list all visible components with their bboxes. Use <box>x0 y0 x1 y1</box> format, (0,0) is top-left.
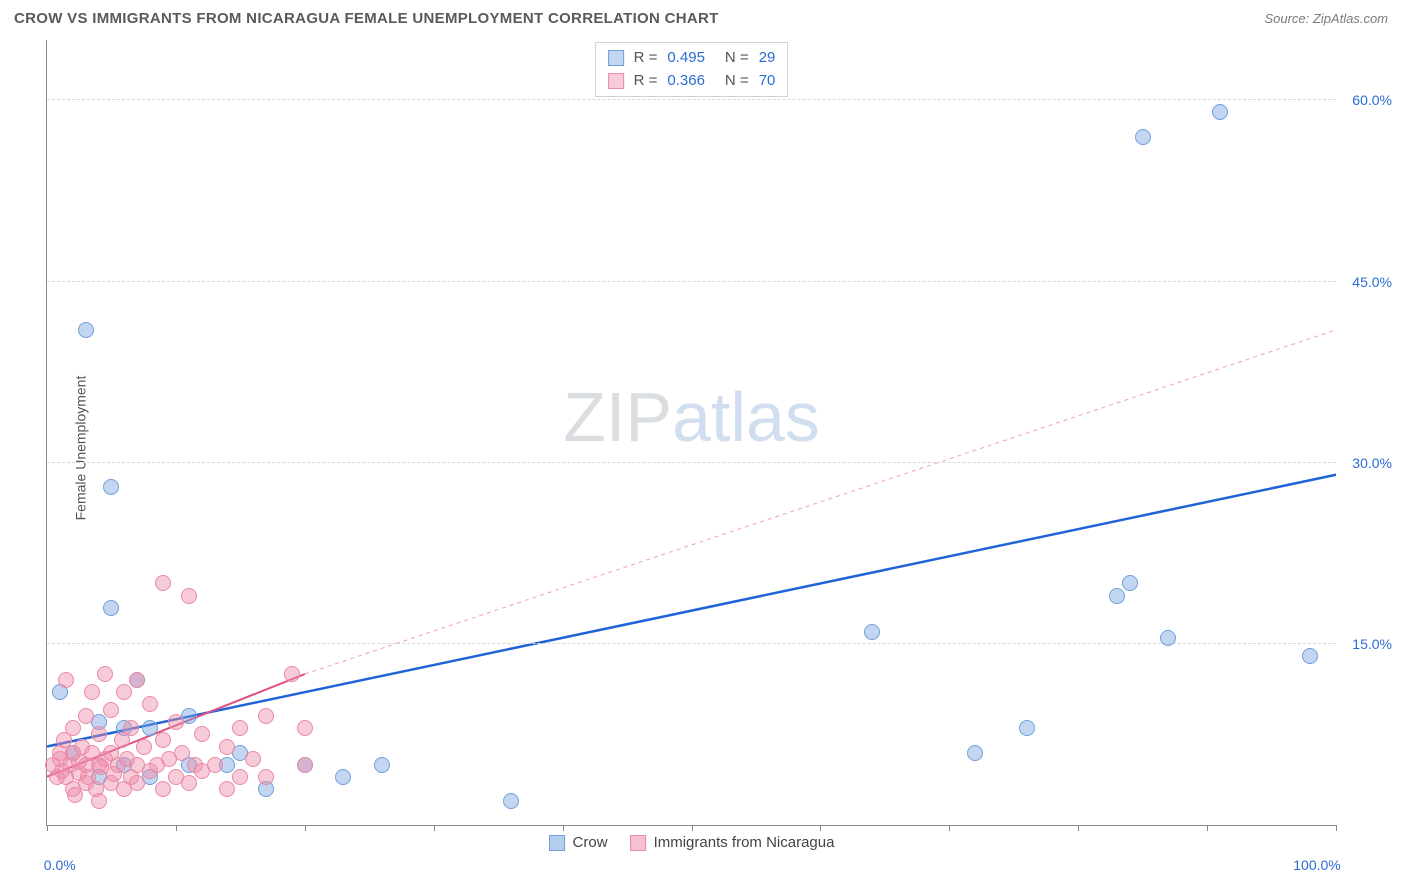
stat-r-value: 0.366 <box>667 70 705 93</box>
grid-line <box>47 462 1336 463</box>
data-point <box>503 793 519 809</box>
legend-swatch <box>630 835 646 851</box>
data-point <box>335 769 351 785</box>
data-point <box>284 666 300 682</box>
x-tick <box>1336 825 1337 831</box>
stat-n-value: 70 <box>759 70 776 93</box>
data-point <box>245 751 261 767</box>
x-tick <box>563 825 564 831</box>
watermark: ZIPatlas <box>563 377 820 457</box>
data-point <box>1109 588 1125 604</box>
x-tick <box>1078 825 1079 831</box>
y-tick-label: 45.0% <box>1352 274 1392 290</box>
chart-header: CROW VS IMMIGRANTS FROM NICARAGUA FEMALE… <box>0 0 1406 33</box>
legend-swatch <box>608 73 624 89</box>
data-point <box>297 720 313 736</box>
data-point <box>142 696 158 712</box>
data-point <box>65 720 81 736</box>
x-tick <box>820 825 821 831</box>
data-point <box>84 684 100 700</box>
legend-item: Crow <box>549 834 608 851</box>
data-point <box>219 781 235 797</box>
y-tick-label: 30.0% <box>1352 455 1392 471</box>
data-point <box>155 781 171 797</box>
grid-line <box>47 99 1336 100</box>
x-tick <box>305 825 306 831</box>
stat-n-label: N = <box>725 47 749 70</box>
legend-stats-box: R = 0.495 N = 29 R = 0.366 N = 70 <box>595 42 789 97</box>
data-point <box>116 684 132 700</box>
data-point <box>864 624 880 640</box>
data-point <box>155 732 171 748</box>
data-point <box>232 720 248 736</box>
data-point <box>181 588 197 604</box>
stat-r-value: 0.495 <box>667 47 705 70</box>
data-point <box>103 702 119 718</box>
data-point <box>103 600 119 616</box>
data-point <box>142 720 158 736</box>
legend-stats-row: R = 0.495 N = 29 <box>608 47 776 70</box>
data-point <box>967 745 983 761</box>
data-point <box>91 726 107 742</box>
legend-label: Immigrants from Nicaragua <box>654 834 835 851</box>
grid-line <box>47 643 1336 644</box>
data-point <box>1135 129 1151 145</box>
grid-line <box>47 281 1336 282</box>
legend-swatch <box>608 50 624 66</box>
data-point <box>174 745 190 761</box>
legend-swatch <box>549 835 565 851</box>
data-point <box>58 672 74 688</box>
x-tick <box>47 825 48 831</box>
x-tick <box>1207 825 1208 831</box>
legend-bottom: Crow Immigrants from Nicaragua <box>549 834 835 851</box>
legend-stats-row: R = 0.366 N = 70 <box>608 70 776 93</box>
y-tick-label: 15.0% <box>1352 636 1392 652</box>
data-point <box>168 714 184 730</box>
data-point <box>1019 720 1035 736</box>
data-point <box>103 479 119 495</box>
stat-n-label: N = <box>725 70 749 93</box>
x-tick <box>434 825 435 831</box>
data-point <box>297 757 313 773</box>
data-point <box>1302 648 1318 664</box>
x-tick-label: 100.0% <box>1293 857 1340 873</box>
stat-r-label: R = <box>634 47 658 70</box>
data-point <box>129 672 145 688</box>
chart-title: CROW VS IMMIGRANTS FROM NICARAGUA FEMALE… <box>14 10 719 27</box>
data-point <box>232 769 248 785</box>
data-point <box>258 708 274 724</box>
data-point <box>1122 575 1138 591</box>
data-point <box>78 708 94 724</box>
data-point <box>91 793 107 809</box>
stat-n-value: 29 <box>759 47 776 70</box>
x-tick <box>949 825 950 831</box>
data-point <box>78 322 94 338</box>
data-point <box>181 775 197 791</box>
x-tick <box>176 825 177 831</box>
data-point <box>155 575 171 591</box>
chart-container: Female Unemployment ZIPatlas R =0.495N =… <box>46 40 1396 856</box>
data-point <box>1160 630 1176 646</box>
legend-item: Immigrants from Nicaragua <box>630 834 835 851</box>
x-tick <box>692 825 693 831</box>
data-point <box>219 739 235 755</box>
plot-area: ZIPatlas R =0.495N =29R =0.366N =70 Crow… <box>46 40 1336 826</box>
data-point <box>258 769 274 785</box>
data-point <box>97 666 113 682</box>
y-tick-label: 60.0% <box>1352 92 1392 108</box>
stat-r-label: R = <box>634 70 658 93</box>
data-point <box>136 739 152 755</box>
data-point <box>194 726 210 742</box>
data-point <box>207 757 223 773</box>
x-tick-label: 0.0% <box>44 857 76 873</box>
chart-source: Source: ZipAtlas.com <box>1264 11 1388 26</box>
data-point <box>123 720 139 736</box>
trend-lines <box>47 40 1336 825</box>
data-point <box>374 757 390 773</box>
data-point <box>129 775 145 791</box>
data-point <box>1212 104 1228 120</box>
legend-label: Crow <box>573 834 608 851</box>
